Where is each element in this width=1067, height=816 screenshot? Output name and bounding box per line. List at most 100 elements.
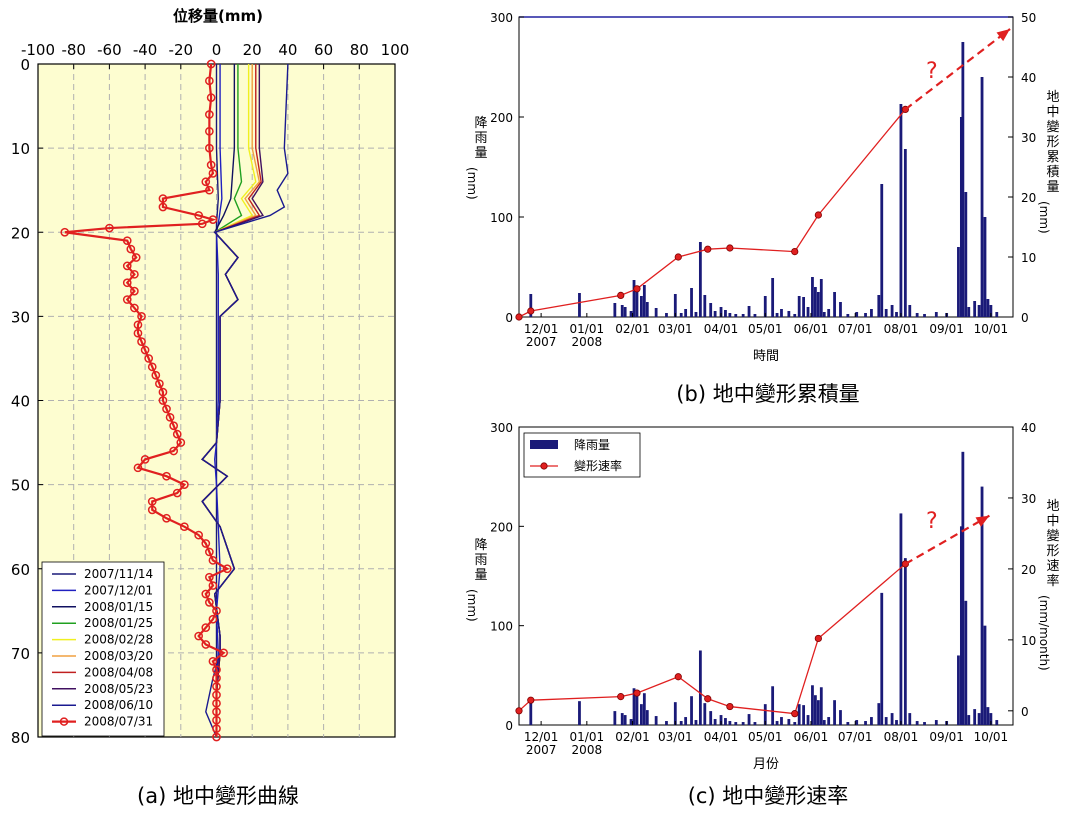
data-point — [140, 455, 150, 464]
data-point — [206, 59, 216, 69]
data-point — [162, 404, 171, 414]
y-tick-label: 20 — [11, 224, 30, 242]
data-point — [147, 362, 157, 372]
rain-bar — [684, 717, 688, 725]
legend-marker — [540, 462, 548, 470]
y-tick-label: 50 — [11, 477, 30, 495]
rain-bar — [713, 719, 717, 725]
rain-bar — [957, 655, 960, 725]
rain-bar — [964, 192, 968, 317]
rain-bar — [964, 600, 968, 725]
data-point — [169, 421, 179, 431]
y2-tick-label: 20 — [1021, 191, 1036, 205]
legend-label: 2008/01/25 — [84, 616, 153, 630]
y2-tick-label: 10 — [1021, 251, 1036, 265]
rain-bar — [822, 312, 826, 317]
data-point — [208, 581, 218, 590]
rain-bar — [694, 720, 698, 725]
rain-bar — [822, 720, 826, 725]
rain-bar — [899, 513, 903, 725]
x-tick-label: 12/01 — [524, 322, 559, 336]
rain-bar — [632, 280, 636, 317]
rain-bar — [635, 695, 639, 725]
legend-label: 2007/11/14 — [84, 567, 153, 581]
rain-bar — [890, 305, 894, 317]
panel-a-top-label: 位移量(mm) — [173, 7, 263, 25]
y-tick-label: 40 — [11, 393, 30, 411]
y-tick-label: 70 — [11, 645, 30, 663]
data-point — [212, 715, 221, 725]
rain-bar — [816, 700, 820, 725]
rain-bar — [814, 695, 817, 725]
panel-b-ylabel-right: 地中變形累積量 (mm) — [1037, 90, 1060, 234]
panel-c-y2-ticks: 0 10 20 30 40 — [1008, 421, 1036, 719]
y-tick-label: 300 — [490, 11, 513, 25]
axis-label-char: 中 — [1046, 105, 1059, 120]
projection-arrowhead — [975, 515, 990, 527]
x-tick-label: 09/01 — [929, 322, 964, 336]
x-tick-label: 04/01 — [704, 322, 739, 336]
rain-bar — [864, 313, 867, 317]
y-tick-label: 0 — [505, 719, 513, 733]
rain-bar — [995, 720, 999, 725]
rain-bar — [855, 312, 859, 317]
data-point — [222, 564, 232, 574]
rain-bar — [899, 104, 903, 317]
rain-bar — [983, 217, 987, 317]
y2-tick-label: 40 — [1021, 71, 1036, 85]
legend-label: 降雨量 — [574, 438, 610, 452]
data-point — [201, 623, 211, 632]
rain-bar — [977, 713, 981, 725]
rain-bar — [806, 307, 810, 317]
rain-bar — [986, 299, 990, 317]
data-point — [130, 286, 139, 296]
projection-line — [904, 514, 990, 565]
data-point — [133, 463, 143, 473]
x-tick-label: 07/01 — [838, 730, 873, 744]
axis-label-part: (mm/month) — [1037, 595, 1051, 671]
axis-label-char: 雨 — [474, 553, 487, 568]
data-point — [158, 387, 168, 397]
data-point — [180, 480, 189, 489]
data-point — [197, 219, 207, 229]
rain-bar — [771, 686, 775, 725]
data-point — [176, 438, 186, 447]
data-point — [137, 337, 146, 346]
axis-label-char: 速 — [1046, 559, 1059, 574]
rain-bar — [793, 314, 797, 317]
rain-bar — [903, 149, 907, 317]
rain-bar — [846, 722, 850, 725]
rain-bar — [797, 296, 801, 317]
data-point — [144, 354, 154, 363]
rain-bar — [703, 703, 707, 725]
rain-bar — [753, 314, 757, 317]
data-point — [205, 598, 214, 607]
panel-c-caption: (c) 地中變形速率 — [688, 784, 849, 808]
rain-bar — [728, 721, 732, 725]
rain-bar — [771, 278, 775, 317]
rain-bar — [802, 297, 806, 317]
x-tick-label: 02/01 — [615, 730, 650, 744]
data-point — [205, 110, 214, 119]
x-tick-label: 60 — [314, 41, 333, 59]
axis-label-char: 量 — [474, 146, 487, 161]
data-point — [205, 547, 214, 557]
x-tick-label: 12/01 — [524, 730, 559, 744]
rain-bar — [961, 42, 965, 317]
rain-bar — [684, 309, 688, 317]
y-tick-label: 200 — [490, 111, 513, 125]
data-point — [212, 724, 221, 733]
rain-bar — [703, 295, 707, 317]
rain-bar — [629, 719, 633, 725]
rain-bar — [819, 687, 823, 725]
panel-b-question: ? — [926, 59, 938, 84]
data-point — [674, 673, 682, 681]
panel-c-ylabel-right: 地中變形速率 (mm/month) — [1037, 499, 1060, 671]
data-point — [206, 93, 216, 103]
y2-tick-label: 20 — [1021, 563, 1036, 577]
panel-a-caption: (a) 地中變形曲線 — [137, 784, 299, 808]
data-point — [212, 665, 221, 675]
y-tick-label: 80 — [11, 729, 30, 747]
